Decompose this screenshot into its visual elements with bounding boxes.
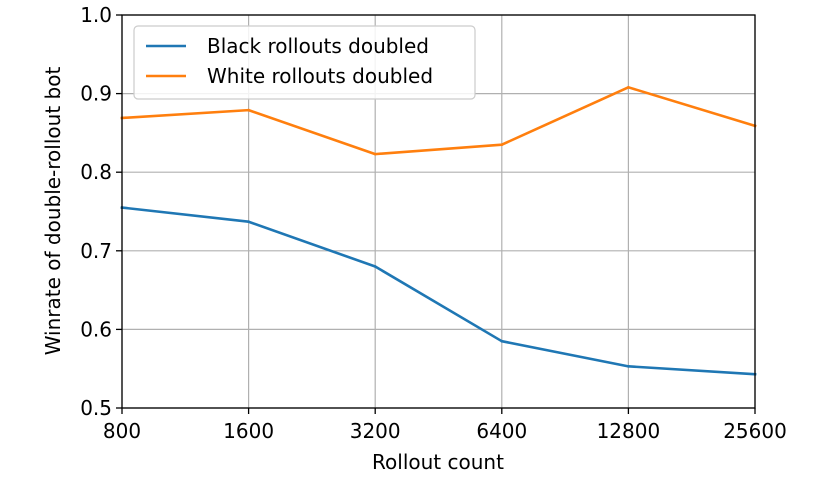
x-tick-label: 6400	[476, 419, 527, 443]
series-line-white	[120, 86, 757, 156]
y-tick-label: 0.5	[80, 396, 112, 420]
y-tick-label: 0.9	[80, 82, 112, 106]
data-point	[247, 220, 250, 224]
series-group	[120, 86, 757, 376]
x-tick-label: 12800	[597, 419, 661, 443]
legend-box	[133, 25, 476, 100]
x-tick-label: 25600	[723, 419, 787, 443]
y-tick-label: 1.0	[80, 3, 112, 27]
x-tick-label: 3200	[350, 419, 401, 443]
legend-label: Black rollouts doubled	[207, 34, 429, 58]
x-tick-label: 1600	[223, 419, 274, 443]
data-point	[373, 152, 377, 156]
y-tick-label: 0.8	[80, 160, 112, 184]
y-axis: 0.5 0.6 0.7 0.8 0.9 1.0	[80, 3, 122, 420]
legend-label: White rollouts doubled	[207, 64, 433, 88]
x-axis: 800 1600 3200 6400 12800 25600	[103, 408, 787, 443]
plot-frame	[121, 14, 756, 409]
data-point	[247, 108, 250, 112]
data-point	[500, 143, 504, 146]
legend: Black rollouts doubled White rollouts dou…	[133, 25, 476, 100]
data-point	[373, 265, 377, 268]
data-point	[500, 339, 504, 343]
y-tick-label: 0.6	[80, 317, 112, 341]
x-axis-label: Rollout count	[372, 450, 504, 474]
series-line-black	[120, 206, 757, 376]
data-point	[627, 365, 630, 368]
x-tick-label: 800	[103, 419, 141, 443]
data-point	[627, 86, 630, 89]
y-axis-label: Winrate of double-rollout bot	[41, 67, 65, 356]
y-tick-label: 0.7	[80, 239, 112, 263]
